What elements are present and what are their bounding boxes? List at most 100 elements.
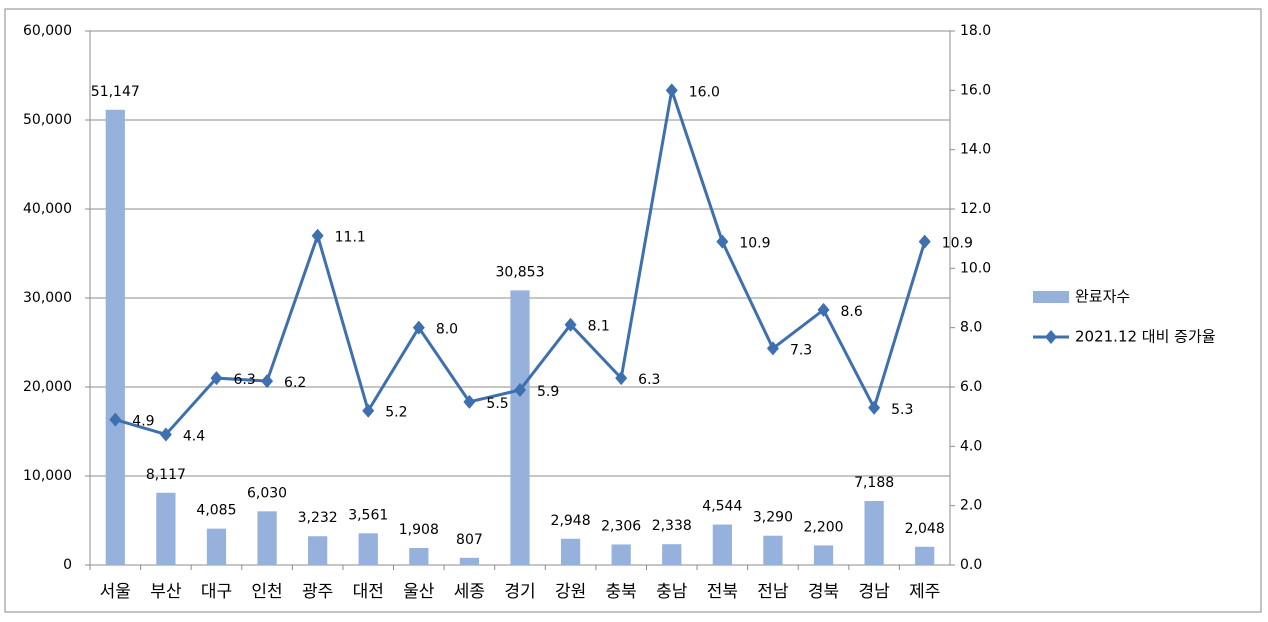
bar: [409, 548, 429, 565]
bar-value-label: 2,338: [652, 518, 692, 534]
bar: [510, 290, 530, 565]
line-marker: [311, 228, 324, 243]
x-tick-label: 인천: [251, 582, 282, 602]
bar: [358, 533, 378, 565]
y-tick-label: 60,000: [23, 23, 72, 39]
line-marker: [109, 412, 122, 427]
bar-value-label: 6,030: [247, 485, 287, 501]
line-marker: [716, 234, 729, 249]
line-value-label: 10.9: [739, 236, 770, 252]
bar-value-label: 3,561: [348, 507, 388, 523]
bar: [105, 109, 125, 566]
y-tick-label: 10,000: [23, 468, 72, 484]
x-tick-label: 전북: [707, 582, 738, 602]
x-tick-label: 광주: [302, 582, 333, 602]
line-marker: [261, 374, 274, 389]
y2-tick-label: 18.0: [960, 23, 991, 39]
line-marker: [159, 427, 172, 442]
line-value-label: 8.6: [841, 304, 863, 320]
y-tick-label: 20,000: [23, 379, 72, 395]
bar-value-label: 7,188: [854, 475, 894, 491]
line-marker: [412, 320, 425, 335]
bar: [712, 524, 732, 565]
line-marker: [665, 83, 678, 98]
x-tick-label: 세종: [454, 582, 485, 602]
bar: [915, 546, 935, 565]
line-marker: [514, 382, 526, 397]
line-marker: [615, 371, 628, 386]
x-tick-label: 충북: [606, 582, 637, 602]
y-tick-label: 0: [63, 557, 72, 573]
bar-value-label: 4,544: [702, 499, 742, 515]
bar-value-label: 2,200: [803, 519, 843, 535]
legend-swatch: [1033, 291, 1069, 303]
x-tick-label: 강원: [555, 582, 586, 602]
bar-value-label: 8,117: [146, 467, 186, 483]
line-marker: [868, 400, 881, 415]
bar-value-label: 3,232: [298, 510, 338, 526]
bar: [560, 538, 581, 565]
x-tick-label: 부산: [150, 582, 182, 602]
x-tick-label: 전남: [757, 582, 789, 602]
y2-tick-label: 0.0: [960, 557, 982, 573]
legend-label: 2021.12 대비 증가율: [1075, 328, 1216, 346]
line-value-label: 6.2: [284, 375, 306, 391]
y2-tick-label: 14.0: [960, 142, 991, 158]
bar-value-label: 4,085: [196, 503, 236, 519]
bar-value-label: 3,290: [753, 510, 793, 526]
y-tick-label: 50,000: [23, 112, 72, 128]
line-marker: [210, 371, 223, 386]
y2-tick-label: 8.0: [960, 320, 982, 336]
line-value-label: 6.3: [638, 372, 660, 388]
x-tick-label: 제주: [909, 582, 940, 602]
line-value-label: 8.1: [588, 319, 610, 335]
line-marker: [564, 317, 577, 332]
y-tick-label: 30,000: [23, 290, 72, 306]
bar: [763, 535, 783, 565]
y2-tick-label: 6.0: [960, 379, 982, 395]
line-marker: [362, 403, 375, 418]
line-value-label: 5.5: [486, 396, 508, 412]
line-marker: [766, 341, 779, 356]
bar: [611, 544, 631, 565]
line-value-label: 5.2: [385, 405, 407, 421]
line-marker: [463, 394, 476, 409]
line-value-label: 11.1: [335, 230, 366, 246]
bar-value-label: 807: [456, 532, 483, 548]
bar-value-label: 51,147: [91, 84, 140, 100]
line-value-label: 4.4: [183, 428, 205, 444]
bar: [864, 501, 884, 565]
line-marker: [817, 302, 830, 317]
y2-tick-label: 10.0: [960, 260, 991, 276]
bar: [662, 544, 682, 565]
line-value-label: 8.0: [436, 322, 458, 338]
line-value-label: 6.3: [233, 372, 255, 388]
bar: [308, 536, 328, 565]
bar-value-label: 2,306: [601, 518, 641, 534]
x-tick-label: 경기: [504, 582, 535, 602]
x-tick-label: 경북: [808, 582, 839, 602]
line-marker: [918, 234, 931, 249]
bar-value-label: 2,948: [551, 513, 591, 529]
line-value-label: 16.0: [689, 84, 720, 100]
y2-tick-label: 16.0: [960, 82, 991, 98]
bar-value-label: 2,048: [905, 521, 945, 537]
bar-value-label: 1,908: [399, 522, 439, 538]
x-tick-label: 대전: [353, 582, 384, 602]
bar: [459, 557, 480, 565]
x-tick-label: 경남: [858, 582, 890, 602]
bar: [206, 528, 227, 565]
line-value-label: 10.9: [942, 236, 973, 252]
y2-tick-label: 4.0: [960, 438, 982, 454]
line-value-label: 7.3: [790, 342, 812, 358]
x-tick-label: 울산: [403, 582, 435, 602]
line-value-label: 5.3: [891, 402, 913, 418]
legend-swatch: [1045, 330, 1057, 344]
bar: [156, 492, 176, 565]
line-value-label: 5.9: [537, 384, 559, 400]
y2-tick-label: 2.0: [960, 498, 982, 514]
bar: [813, 545, 834, 565]
legend-label: 완료자수: [1075, 288, 1130, 306]
